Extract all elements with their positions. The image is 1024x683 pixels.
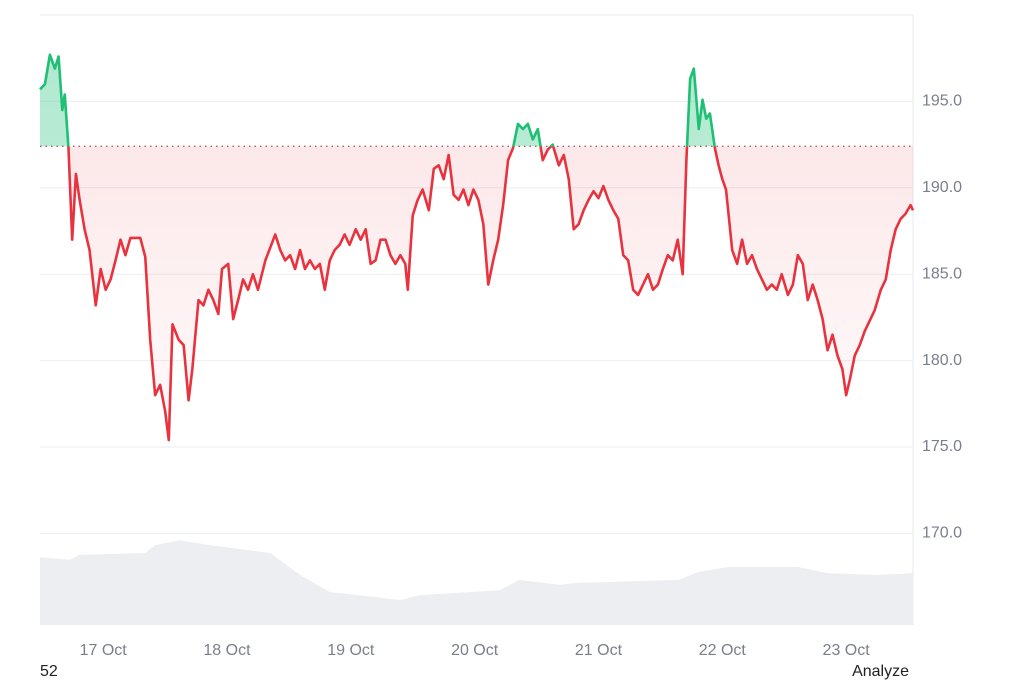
y-tick-label: 175.0 [922,438,962,455]
x-tick-label: 21 Oct [575,642,623,659]
y-tick-label: 190.0 [922,179,962,196]
footer-left: 52 [40,663,58,680]
y-tick-label: 195.0 [922,93,962,110]
x-tick-label: 23 Oct [823,642,871,659]
price-line-down [67,146,915,442]
x-tick-label: 18 Oct [203,642,251,659]
footer-right[interactable]: Analyze [852,663,909,680]
x-tick-label: 20 Oct [451,642,499,659]
y-tick-label: 185.0 [922,265,962,282]
y-tick-label: 180.0 [922,352,962,369]
x-tick-label: 19 Oct [327,642,375,659]
x-tick-label: 22 Oct [699,642,747,659]
area-below [68,146,913,441]
volume-area [40,540,913,625]
x-tick-label: 17 Oct [80,642,128,659]
area-above [40,54,913,147]
y-tick-label: 170.0 [922,525,962,542]
